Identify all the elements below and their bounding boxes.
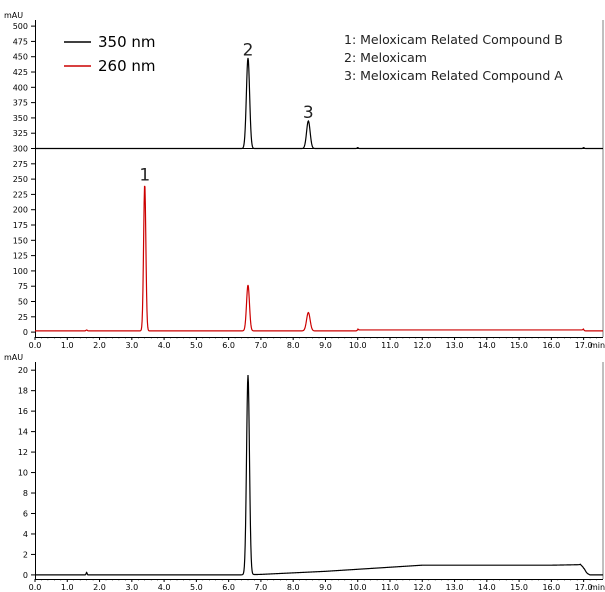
top-x-unit-label: min	[590, 341, 605, 350]
peak-label-2: 2	[243, 40, 254, 60]
x-tick-label: 1.0	[61, 341, 74, 350]
y-tick-label: 250	[13, 175, 28, 184]
y-tick-label: 8	[23, 489, 28, 498]
y-tick-label: 18	[18, 387, 28, 396]
y-tick-label: 325	[13, 129, 28, 138]
y-tick-label: 2	[23, 550, 28, 559]
y-tick-label: 125	[13, 252, 28, 261]
x-tick-label: 6.0	[222, 341, 235, 350]
legend-label-350nm: 350 nm	[98, 33, 156, 51]
x-tick-label: 12.0	[413, 341, 431, 350]
peak-label-1: 1	[139, 165, 150, 185]
y-tick-label: 150	[13, 236, 28, 245]
x-tick-label: 13.0	[446, 341, 464, 350]
x-tick-label: 4.0	[158, 583, 171, 592]
annotation-compound-a: 3: Meloxicam Related Compound A	[344, 68, 563, 83]
peak-label-3: 3	[303, 103, 314, 123]
y-tick-label: 75	[18, 282, 28, 291]
x-tick-label: 11.0	[381, 583, 399, 592]
x-tick-label: 0.0	[29, 341, 42, 350]
y-tick-label: 350	[13, 114, 28, 123]
x-tick-label: 10.0	[349, 583, 367, 592]
y-tick-label: 400	[13, 83, 28, 92]
x-tick-label: 0.0	[29, 583, 42, 592]
x-tick-label: 15.0	[510, 341, 528, 350]
x-tick-label: 5.0	[190, 341, 203, 350]
y-tick-label: 475	[13, 37, 28, 46]
x-tick-label: 10.0	[349, 341, 367, 350]
legend-label-260nm: 260 nm	[98, 57, 156, 75]
x-tick-label: 8.0	[287, 583, 300, 592]
y-tick-label: 12	[18, 448, 28, 457]
x-tick-label: 14.0	[478, 341, 496, 350]
y-tick-label: 375	[13, 99, 28, 108]
y-tick-label: 6	[23, 509, 28, 518]
x-tick-label: 4.0	[158, 341, 171, 350]
y-tick-label: 4	[23, 530, 28, 539]
series-line-260nm	[35, 185, 603, 332]
y-tick-label: 0	[23, 328, 28, 337]
x-tick-label: 3.0	[125, 341, 138, 350]
x-tick-label: 15.0	[510, 583, 528, 592]
x-tick-label: 2.0	[93, 341, 106, 350]
y-tick-label: 425	[13, 68, 28, 77]
x-tick-label: 16.0	[542, 583, 560, 592]
y-tick-label: 16	[18, 407, 28, 416]
y-tick-label: 500	[13, 22, 28, 31]
x-tick-label: 8.0	[287, 341, 300, 350]
y-tick-label: 50	[18, 298, 28, 307]
series-line-350nm	[35, 57, 603, 150]
x-tick-label: 5.0	[190, 583, 203, 592]
x-tick-label: 7.0	[255, 583, 268, 592]
x-tick-label: 6.0	[222, 583, 235, 592]
bottom-y-unit-label: mAU	[4, 353, 23, 362]
x-tick-label: 17.0	[575, 341, 593, 350]
x-tick-label: 9.0	[319, 583, 332, 592]
x-tick-label: 11.0	[381, 341, 399, 350]
y-tick-label: 450	[13, 53, 28, 62]
y-tick-label: 0	[23, 571, 28, 580]
y-tick-label: 200	[13, 206, 28, 215]
x-tick-label: 3.0	[125, 583, 138, 592]
y-tick-label: 10	[18, 469, 28, 478]
y-tick-label: 25	[18, 313, 28, 322]
x-tick-label: 14.0	[478, 583, 496, 592]
y-tick-label: 175	[13, 221, 28, 230]
y-tick-label: 20	[18, 366, 28, 375]
chart-marks: 0255075100125150175200225250275300325350…	[13, 22, 603, 592]
y-tick-label: 100	[13, 267, 28, 276]
x-tick-label: 7.0	[255, 341, 268, 350]
x-tick-label: 13.0	[446, 583, 464, 592]
x-tick-label: 12.0	[413, 583, 431, 592]
x-tick-label: 16.0	[542, 341, 560, 350]
bottom-x-unit-label: min	[590, 583, 605, 592]
x-tick-label: 2.0	[93, 583, 106, 592]
y-tick-label: 225	[13, 190, 28, 199]
x-tick-label: 1.0	[61, 583, 74, 592]
top-y-unit-label: mAU	[4, 11, 23, 20]
y-tick-label: 14	[18, 428, 28, 437]
x-tick-label: 9.0	[319, 341, 332, 350]
y-tick-label: 300	[13, 145, 28, 154]
annotation-meloxicam: 2: Meloxicam	[344, 50, 427, 65]
x-tick-label: 17.0	[575, 583, 593, 592]
series-line-trace1	[35, 375, 603, 576]
annotation-compound-b: 1: Meloxicam Related Compound B	[344, 32, 563, 47]
y-tick-label: 275	[13, 160, 28, 169]
